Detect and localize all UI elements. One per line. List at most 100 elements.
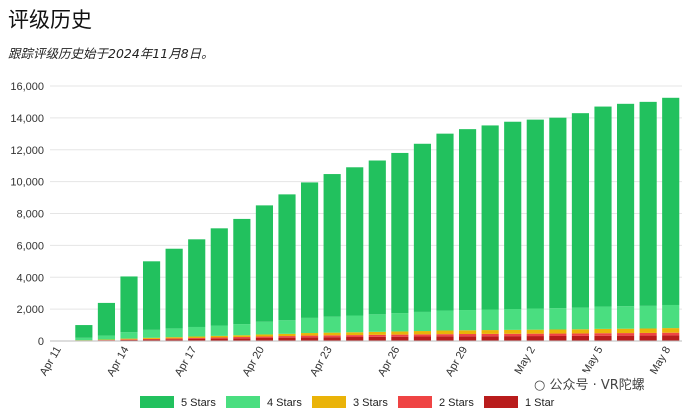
x-tick-label: Apr 11 xyxy=(38,345,64,378)
bar-segment-1-star xyxy=(368,336,386,341)
bar-segment-3-stars xyxy=(481,330,499,334)
bar-segment-5-stars xyxy=(639,101,657,306)
bar-segment-4-stars xyxy=(75,337,93,341)
legend-swatch xyxy=(140,396,174,408)
bar-segment-4-stars xyxy=(120,332,138,339)
bar-segment-3-stars xyxy=(323,332,341,336)
x-tick-label: Apr 17 xyxy=(173,345,200,379)
bar-segment-3-stars xyxy=(255,334,274,337)
bar-segment-5-stars xyxy=(616,103,635,307)
bar-segment-4-stars xyxy=(526,308,544,330)
bar-segment-2-stars xyxy=(391,334,409,337)
bar-segment-3-stars xyxy=(210,335,228,338)
x-tick-label: Apr 29 xyxy=(444,345,471,379)
bar-segment-2-stars xyxy=(165,338,183,340)
legend-swatch xyxy=(484,396,518,408)
bar-segment-1-star xyxy=(210,338,228,341)
bar-segment-1-star xyxy=(571,335,590,341)
legend-label: 2 Stars xyxy=(439,397,474,409)
x-tick-label: Apr 20 xyxy=(240,345,267,379)
legend-label: 4 Stars xyxy=(267,397,302,409)
bar-segment-5-stars xyxy=(346,167,364,316)
bar-segment-1-star xyxy=(255,337,274,341)
bar-segment-3-stars xyxy=(413,331,432,335)
bar-segment-1-star xyxy=(616,335,635,341)
bar-segment-1-star xyxy=(346,337,364,341)
bar-segment-2-stars xyxy=(616,333,635,336)
bar-segment-3-stars xyxy=(391,331,409,335)
bar-segment-3-stars xyxy=(526,329,544,334)
bar-segment-1-star xyxy=(504,336,522,341)
watermark-text: 公众号 · VR陀螺 xyxy=(549,378,645,393)
x-tick-label: Apr 14 xyxy=(105,345,132,379)
bar-segment-4-stars xyxy=(188,326,206,337)
bar-segment-4-stars xyxy=(413,311,432,332)
bar-segment-4-stars xyxy=(255,321,274,335)
bar-segment-2-stars xyxy=(188,337,206,339)
bar-segment-3-stars xyxy=(300,333,319,336)
bar-segment-1-star xyxy=(481,336,499,341)
bar-segment-5-stars xyxy=(571,113,590,308)
bar-segment-1-star xyxy=(436,336,454,341)
bar-segment-4-stars xyxy=(594,306,612,329)
bar-segment-3-stars xyxy=(188,336,206,338)
page-subtitle: 跟踪评级历史始于2024年11月8日。 xyxy=(8,46,214,61)
bar-segment-1-star xyxy=(120,339,138,341)
bar-segment-4-stars xyxy=(346,315,364,333)
bar-segment-4-stars xyxy=(458,310,477,331)
bar-segment-5-stars xyxy=(662,97,680,305)
y-tick-label: 6,000 xyxy=(16,240,44,252)
bar-segment-3-stars xyxy=(278,333,296,337)
bar-segment-5-stars xyxy=(233,218,251,325)
bar-segment-2-stars xyxy=(323,335,341,338)
watermark: ○ 公众号 · VR陀螺 xyxy=(530,372,649,395)
bar-segment-2-stars xyxy=(504,333,522,337)
bar-segment-1-star xyxy=(458,336,477,341)
bar-segment-1-star xyxy=(300,337,319,341)
bar-segment-1-star xyxy=(526,336,544,341)
bar-segment-3-stars xyxy=(436,330,454,335)
bar-segment-2-stars xyxy=(549,333,567,336)
wechat-icon: ○ xyxy=(534,378,546,393)
bar-segment-5-stars xyxy=(278,194,296,321)
bar-segment-4-stars xyxy=(165,328,183,338)
bar-segment-1-star xyxy=(413,336,432,341)
bar-segment-3-stars xyxy=(120,338,138,340)
bar-segment-1-star xyxy=(391,336,409,341)
y-tick-label: 4,000 xyxy=(16,272,44,284)
bar-segment-2-stars xyxy=(662,332,680,336)
bar-segment-2-stars xyxy=(210,337,228,339)
bar-segment-2-stars xyxy=(413,334,432,337)
bar-segment-3-stars xyxy=(346,332,364,336)
bar-segment-4-stars xyxy=(662,304,680,329)
bar-segment-5-stars xyxy=(594,106,612,307)
bar-segment-3-stars xyxy=(594,328,612,334)
bar-segment-2-stars xyxy=(233,337,251,339)
bar-segment-2-stars xyxy=(639,332,657,336)
legend-swatch xyxy=(312,396,346,408)
bar-segment-5-stars xyxy=(75,325,93,338)
bar-segment-4-stars xyxy=(278,320,296,334)
bar-segment-5-stars xyxy=(188,239,206,327)
legend-label: 1 Star xyxy=(525,397,555,409)
bar-segment-2-stars xyxy=(436,334,454,337)
page-title: 评级历史 xyxy=(8,8,92,32)
bar-segment-5-stars xyxy=(549,117,567,309)
bar-segment-4-stars xyxy=(436,310,454,331)
bar-segment-4-stars xyxy=(323,316,341,333)
legend-swatch xyxy=(226,396,260,408)
bar-segment-4-stars xyxy=(142,329,161,338)
bar-segment-1-star xyxy=(639,335,657,341)
bar-segment-4-stars xyxy=(391,313,409,332)
bar-segment-5-stars xyxy=(391,152,409,314)
y-tick-label: 16,000 xyxy=(10,81,44,93)
legend-swatch xyxy=(398,396,432,408)
bar-segment-1-star xyxy=(549,335,567,341)
bar-segment-2-stars xyxy=(594,333,612,336)
bar-segment-1-star xyxy=(594,335,612,341)
bar-segment-1-star xyxy=(278,337,296,341)
bar-segment-3-stars xyxy=(616,328,635,334)
legend-label: 5 Stars xyxy=(181,397,216,409)
y-tick-label: 14,000 xyxy=(10,113,44,125)
